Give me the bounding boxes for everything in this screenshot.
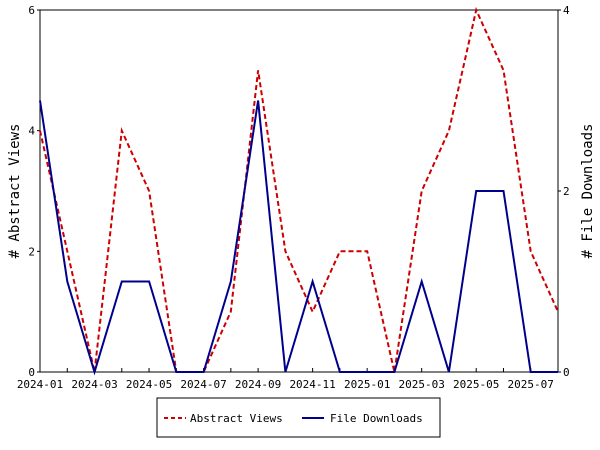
y-axis-right: 0 2 4 <box>558 4 570 379</box>
legend: Abstract Views File Downloads <box>156 397 441 438</box>
y2-tick-label: 2 <box>563 185 570 198</box>
y-tick-label: 4 <box>28 125 35 138</box>
y-axis-title: # Abstract Views <box>7 124 23 259</box>
x-tick-label: 2024-11 <box>289 378 335 391</box>
series-layer <box>39 6 559 376</box>
x-tick-label: 2025-07 <box>508 378 554 391</box>
y-tick-label: 6 <box>28 4 35 17</box>
x-tick-label: 2024-05 <box>126 378 172 391</box>
series-line-abstract-views <box>39 6 559 373</box>
x-tick-label: 2024-03 <box>71 378 117 391</box>
legend-label-abstract-views: Abstract Views <box>190 412 283 425</box>
y-axis-left: 0 2 4 6 <box>28 4 40 379</box>
y2-axis-title: # File Downloads <box>580 124 596 259</box>
x-tick-label: 2024-07 <box>180 378 226 391</box>
y2-tick-label: 0 <box>563 366 570 379</box>
x-tick-label: 2024-09 <box>235 378 281 391</box>
x-tick-label: 2024-01 <box>17 378 63 391</box>
y-tick-label: 2 <box>28 245 35 258</box>
x-tick-label: 2025-03 <box>399 378 445 391</box>
plot-area <box>39 9 559 373</box>
y-tick-label: 0 <box>28 366 35 379</box>
y2-tick-label: 4 <box>563 4 570 17</box>
legend-box <box>156 397 441 438</box>
x-axis: 2024-01 2024-03 2024-05 2024-07 2024-09 2024-… <box>17 368 559 391</box>
x-tick-label: 2025-05 <box>453 378 499 391</box>
series-line-file-downloads <box>39 100 558 376</box>
legend-label-file-downloads: File Downloads <box>330 412 423 425</box>
x-tick-label: 2025-01 <box>344 378 390 391</box>
